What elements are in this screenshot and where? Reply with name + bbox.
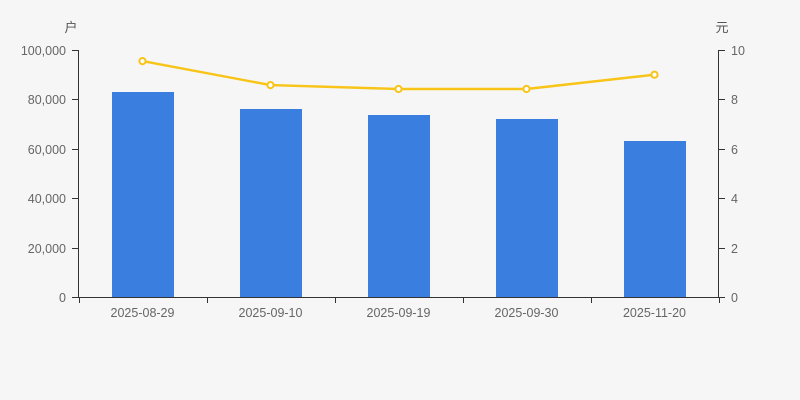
right-axis-ticks: 0 2 4 6 8 10 (718, 44, 745, 305)
left-axis-tick-label: 60,000 (28, 143, 66, 157)
bar[interactable] (112, 92, 174, 297)
left-axis-tick-label: 40,000 (28, 192, 66, 206)
x-axis-category-label: 2025-09-30 (495, 306, 559, 320)
bar[interactable] (240, 109, 302, 297)
x-axis-labels: 2025-08-29 2025-09-10 2025-09-19 2025-09-30… (111, 306, 687, 320)
left-axis-tick-label: 80,000 (28, 93, 66, 107)
category-axis: 2025-08-29 2025-09-10 2025-09-19 2025-09-30… (78, 297, 720, 320)
x-axis-category-label: 2025-08-29 (111, 306, 175, 320)
right-axis-tick-label: 8 (731, 93, 738, 107)
x-axis-category-label: 2025-09-10 (239, 306, 303, 320)
x-axis-category-label: 2025-11-20 (623, 306, 686, 320)
line-marker[interactable] (522, 84, 531, 94)
line-marker[interactable] (266, 81, 275, 90)
x-axis-category-label: 2025-09-19 (367, 306, 431, 320)
line-marker[interactable] (650, 70, 659, 79)
right-axis-tick-label: 2 (731, 242, 738, 256)
right-axis-tick-label: 6 (731, 143, 738, 157)
bar-series (112, 92, 686, 297)
line-series (138, 57, 659, 94)
bar[interactable] (368, 115, 430, 297)
right-axis-unit-label: 元 (715, 21, 728, 36)
bar[interactable] (624, 141, 686, 297)
left-axis-tick-label: 100,000 (21, 44, 66, 58)
line-marker[interactable] (394, 84, 403, 94)
left-value-axis: 0 20,000 40,000 60,000 80,000 100,000 (21, 44, 79, 305)
right-axis-tick-label: 0 (731, 291, 738, 305)
bar[interactable] (496, 119, 558, 297)
line-marker[interactable] (138, 57, 147, 66)
right-value-axis: 0 2 4 6 8 10 (718, 44, 745, 305)
left-axis-unit-label: 户 (64, 20, 77, 36)
left-axis-tick-label: 0 (59, 291, 66, 305)
right-axis-tick-label: 10 (731, 44, 745, 58)
left-axis-tick-label: 20,000 (28, 242, 66, 256)
right-axis-tick-label: 4 (731, 192, 738, 206)
x-axis-ticks (79, 297, 720, 303)
left-axis-ticks: 0 20,000 40,000 60,000 80,000 100,000 (21, 44, 79, 305)
